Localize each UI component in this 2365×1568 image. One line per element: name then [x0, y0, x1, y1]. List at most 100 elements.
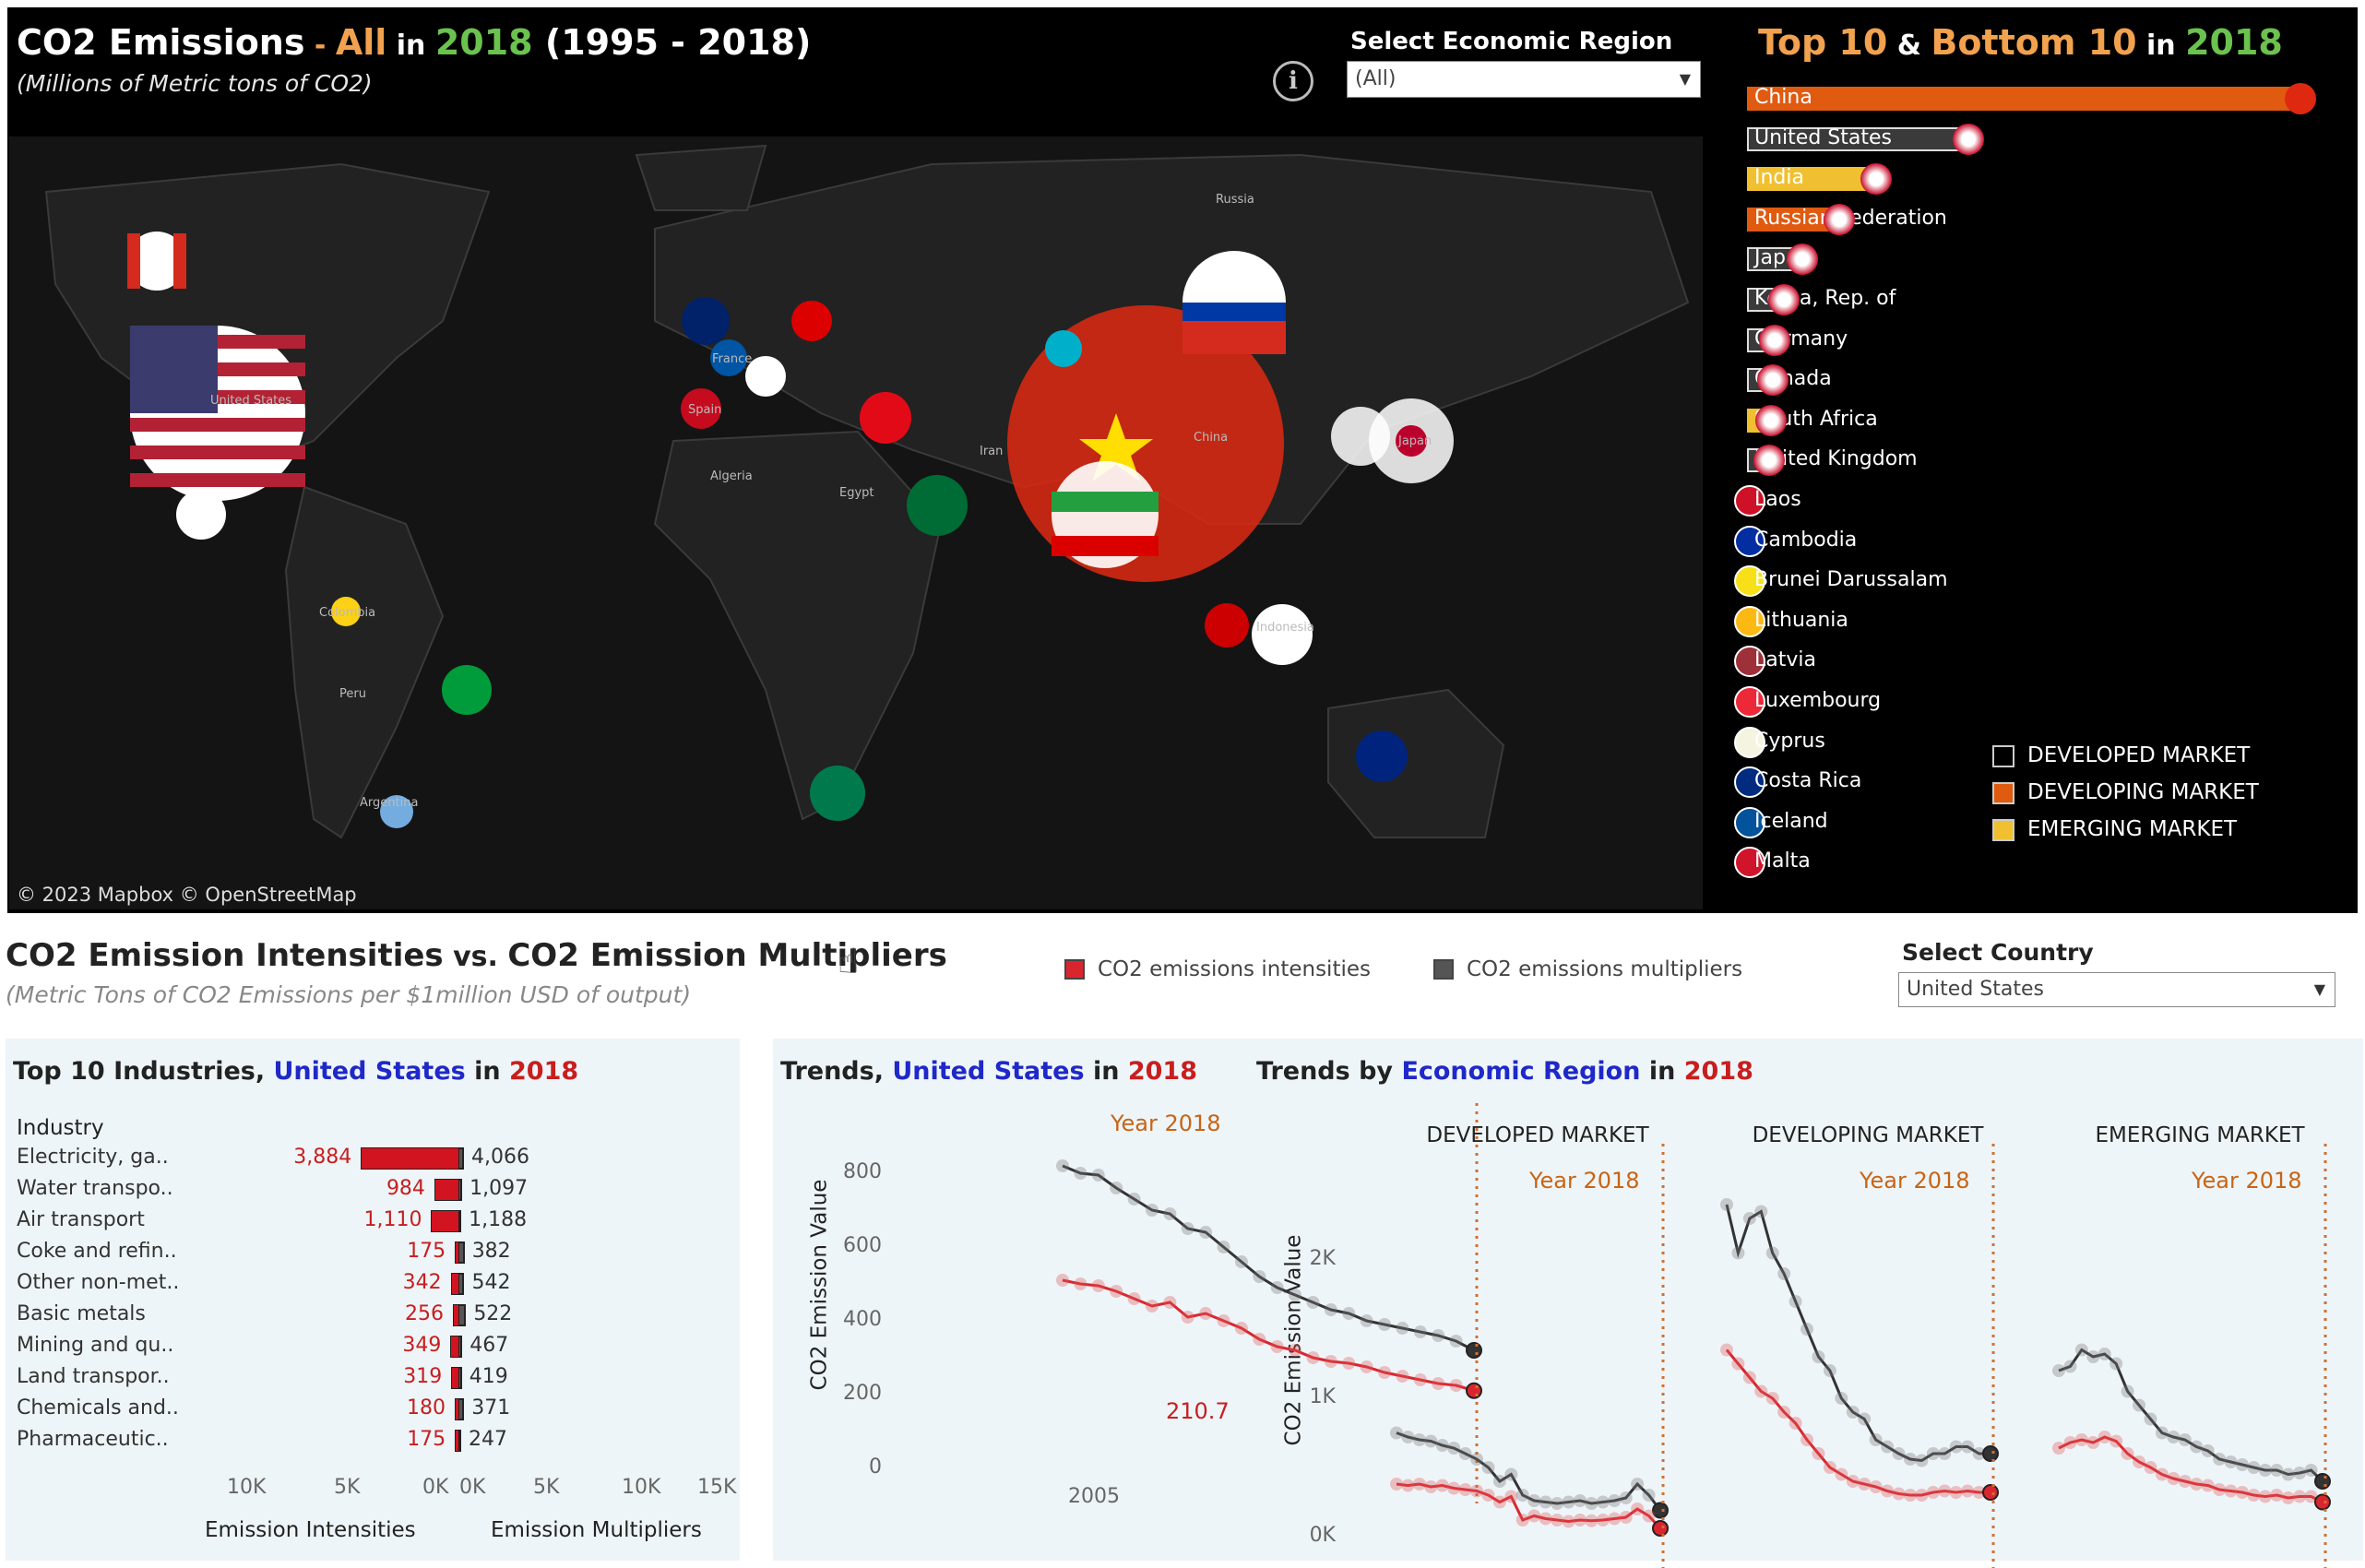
legend-intensity-label[interactable]: CO2 emissions intensities [1098, 957, 1371, 981]
legend-multiplier-label[interactable]: CO2 emissions multipliers [1467, 957, 1743, 981]
trends-us-chart[interactable]: 800 600 400 200 0 2005 Year 2018 210.7 [773, 1039, 1482, 1561]
data-point [1342, 1307, 1356, 1320]
data-point [1447, 1481, 1461, 1495]
multiplier-line [1062, 1164, 1475, 1352]
china-star-icon [1079, 413, 1153, 481]
rank-bar-top[interactable] [1747, 167, 1876, 192]
industries-title: Top 10 Industries, United States in 2018 [13, 1057, 579, 1086]
rank-label-bottom[interactable]: Brunei Darussalam [1754, 568, 1948, 592]
flag-icon [1734, 726, 1765, 758]
rank-label-bottom[interactable]: Costa Rica [1754, 769, 1862, 793]
data-point [1926, 1447, 1940, 1460]
world-map[interactable]: Russia China Iran Algeria Egypt United S… [9, 137, 1703, 909]
data-point [1742, 1371, 1756, 1384]
region-trends-title: Trends by Economic Region in 2018 [1256, 1057, 1753, 1086]
region-chart[interactable]: DEVELOPING MARKET Year 2018 [1720, 1039, 2035, 1568]
info-icon[interactable]: i [1273, 61, 1313, 101]
data-point [1562, 1495, 1575, 1509]
legend-multiplier-swatch [1433, 959, 1454, 980]
data-point [1823, 1364, 1836, 1377]
data-point [2270, 1489, 2284, 1502]
data-point [2167, 1431, 2181, 1443]
rank-label-bottom[interactable]: Cambodia [1754, 528, 1858, 552]
data-point [2109, 1434, 2123, 1448]
bubble-canada [127, 232, 186, 291]
right-tick-label: 10K [622, 1476, 661, 1499]
data-point [1110, 1182, 1123, 1194]
data-point [2304, 1490, 2318, 1503]
industry-name: Electricity, ga.. [17, 1146, 169, 1169]
industry-name: Pharmaceutic.. [17, 1428, 169, 1451]
region-chart[interactable]: EMERGING MARKET Year 2018 [2052, 1039, 2365, 1568]
rank-label-bottom[interactable]: Luxembourg [1754, 689, 1882, 712]
rank-bar-top[interactable] [1747, 126, 1968, 151]
data-point [1551, 1497, 1564, 1510]
rank-label-bottom[interactable]: Cyprus [1754, 729, 1825, 753]
flag-icon [1753, 445, 1785, 477]
data-point [1903, 1453, 1917, 1466]
intensity-bar[interactable] [431, 1210, 459, 1232]
rank-label-bottom[interactable]: Laos [1754, 488, 1801, 511]
rank-label-bottom[interactable]: Iceland [1754, 809, 1828, 833]
intensity-bar[interactable] [452, 1304, 459, 1326]
data-point [2178, 1433, 2192, 1446]
map-label-japan: Japan [1397, 434, 1432, 448]
data-point [2052, 1442, 2065, 1455]
data-point [1608, 1494, 1622, 1507]
legend-developed-swatch [1992, 745, 2014, 767]
data-point [1056, 1159, 1069, 1172]
data-point [1324, 1303, 1337, 1316]
data-point [1754, 1384, 1768, 1398]
flag-icon [1757, 364, 1789, 397]
intensity-bar[interactable] [450, 1336, 459, 1358]
data-point [2121, 1447, 2134, 1460]
data-point [1432, 1377, 1445, 1390]
map-label-indonesia: Indonesia [1256, 621, 1314, 635]
map-credit[interactable]: © 2023 Mapbox © OpenStreetMap [17, 884, 357, 906]
legend-emerging-swatch [1992, 819, 2014, 841]
region-chart[interactable]: DEVELOPED MARKET Year 2018 [1390, 1039, 1705, 1568]
bubble-italy [745, 356, 786, 397]
y-tick-label: 0 [869, 1455, 882, 1479]
data-point [2098, 1431, 2111, 1443]
intensity-bar[interactable] [455, 1430, 459, 1452]
intensity-bar[interactable] [455, 1241, 459, 1264]
data-point [1401, 1479, 1415, 1492]
data-point [1217, 1241, 1230, 1253]
industry-column-header: Industry [17, 1116, 104, 1140]
data-point [1432, 1329, 1445, 1342]
multiplier-value: 4,066 [471, 1146, 529, 1169]
data-point [2155, 1467, 2169, 1481]
region-filter-dropdown[interactable]: (All) ▼ [1347, 61, 1701, 98]
intensity-bar[interactable] [450, 1273, 459, 1295]
rank-bar-top[interactable] [1747, 87, 2300, 111]
data-point [1823, 1461, 1836, 1474]
data-point [1056, 1274, 1069, 1287]
rank-label-bottom[interactable]: Malta [1754, 849, 1811, 873]
pointer-hand-icon[interactable]: ☝ [838, 941, 860, 981]
data-point [1458, 1447, 1472, 1460]
data-point [2258, 1490, 2272, 1503]
data-point [2074, 1433, 2088, 1446]
data-point [1127, 1292, 1141, 1305]
rank-label-bottom[interactable]: Lithuania [1754, 608, 1848, 632]
data-point [2133, 1398, 2146, 1412]
rank-label-bottom[interactable]: Latvia [1754, 648, 1816, 672]
data-point [2304, 1464, 2318, 1477]
country-filter-dropdown[interactable]: United States ▼ [1898, 972, 2335, 1007]
intensity-bar[interactable] [361, 1147, 459, 1170]
region-trends-charts[interactable]: 2K 1K 0K DEVELOPED MARKET Year 2018 DEVELOPIN… [1234, 1039, 2365, 1568]
flag-icon [1768, 284, 1800, 315]
data-point [1858, 1412, 1872, 1426]
intensity-bar[interactable] [455, 1398, 459, 1420]
trends-title: Trends, United States in 2018 [780, 1057, 1198, 1086]
data-point [2086, 1350, 2100, 1363]
data-point [1619, 1491, 1633, 1504]
data-point [1731, 1246, 1745, 1260]
data-point [1306, 1296, 1320, 1309]
intensity-bar[interactable] [434, 1179, 459, 1201]
intensity-bar[interactable] [451, 1367, 459, 1389]
data-point [2167, 1472, 2181, 1485]
dashboard-subtitle: (Millions of Metric tons of CO2) [17, 70, 373, 97]
intensity-value: 342 [402, 1271, 442, 1294]
